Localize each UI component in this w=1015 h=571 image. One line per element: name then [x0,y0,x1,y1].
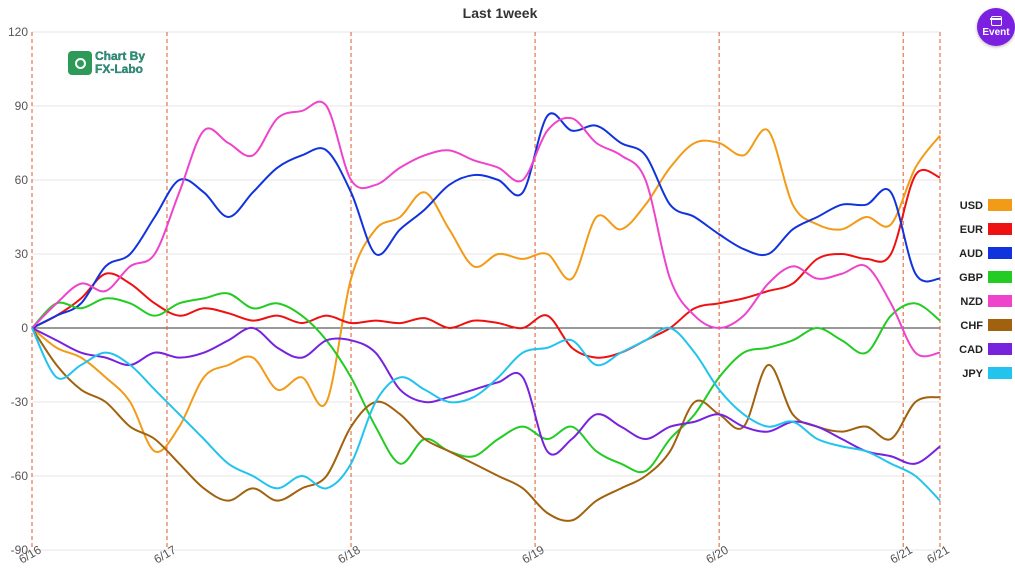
chart-logo: Chart By FX-Labo [68,49,146,76]
x-tick-label: 6/20 [704,542,732,566]
x-tick-label: 6/19 [519,542,547,566]
legend-label-usd: USD [960,200,983,212]
legend-swatch-aud [988,247,1012,259]
event-button-label: Event [982,27,1010,38]
legend-label-aud: AUD [959,248,983,260]
chart-title: Last 1week [463,5,538,21]
x-tick-label: 6/21 [924,542,952,566]
legend-label-cad: CAD [959,344,983,356]
y-tick-label: -30 [11,395,29,409]
y-tick-label: 0 [21,321,28,335]
x-tick-label: 6/21 [888,542,916,566]
y-tick-label: 90 [15,99,29,113]
y-tick-label: 60 [15,173,29,187]
series-line-nzd [31,100,941,358]
y-tick-label: -90 [11,543,29,557]
legend-swatch-jpy [988,367,1012,379]
legend-label-jpy: JPY [962,368,983,380]
series-line-usd [31,128,941,453]
magnifier-chart-icon [68,51,92,75]
x-tick-label: 6/18 [335,542,363,566]
legend-swatch-chf [988,319,1012,331]
logo-line-2: FX-Labo [95,62,143,76]
y-tick-label: 120 [8,25,28,39]
series-line-chf [31,327,941,522]
legend-swatch-cad [988,343,1012,355]
y-tick-label: -60 [11,469,29,483]
legend-label-nzd: NZD [960,296,983,308]
legend-label-eur: EUR [960,224,983,236]
legend-swatch-eur [988,223,1012,235]
x-axis: 6/16 6/17 6/18 6/19 6/20 6/21 6/21 [16,542,952,566]
y-tick-label: 30 [15,247,29,261]
series-lines [31,100,941,522]
legend: USD EUR AUD GBP NZD CHF CAD JPY [959,199,1012,380]
grid [31,31,941,551]
calendar-icon [990,16,1002,26]
legend-swatch-usd [988,199,1012,211]
legend-label-gbp: GBP [959,272,983,284]
series-line-gbp [31,292,941,474]
y-axis: 120 90 60 30 0 -30 -60 -90 [8,25,28,557]
event-button[interactable]: Event [977,8,1015,46]
series-line-jpy [31,326,941,502]
legend-swatch-nzd [988,295,1012,307]
series-line-eur [31,169,941,359]
x-tick-label: 6/17 [151,542,179,566]
legend-swatch-gbp [988,271,1012,283]
legend-label-chf: CHF [960,320,983,332]
logo-line-1: Chart By [95,49,146,63]
